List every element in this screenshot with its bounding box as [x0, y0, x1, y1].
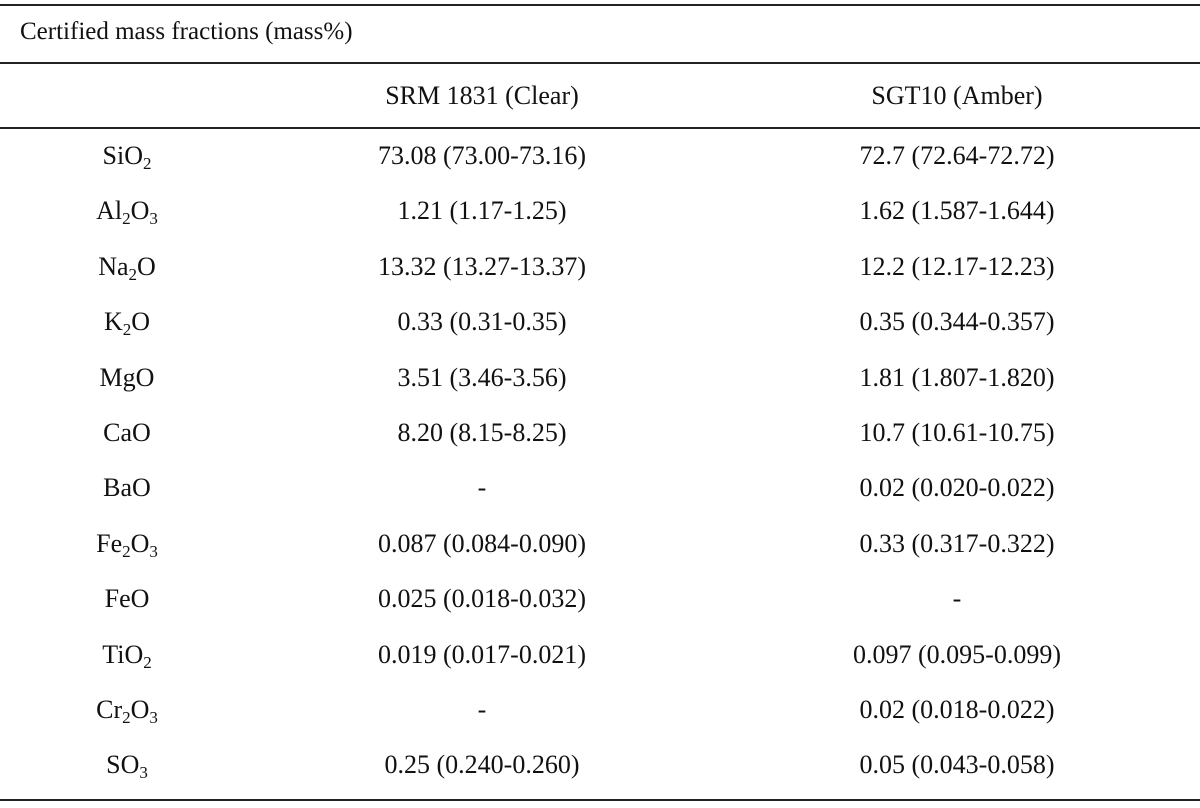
formula-element: SO: [106, 750, 140, 779]
srm1831-value-cell: 13.32 (13.27-13.37): [378, 252, 586, 281]
srm1831-value-cell: 0.33 (0.31-0.35): [397, 307, 567, 336]
formula-subscript: 3: [149, 209, 158, 228]
sgt10-value-cell: 0.35 (0.344-0.357): [859, 307, 1055, 336]
formula-subscript: 3: [149, 708, 158, 727]
compound-cell: MgO: [100, 361, 155, 395]
formula-element: BaO: [103, 473, 151, 502]
sgt10-value-cell: 0.02 (0.020-0.022): [859, 473, 1055, 502]
srm1831-value-cell: 1.21 (1.17-1.25): [397, 196, 567, 225]
srm1831-value-cell: -: [477, 473, 487, 502]
compound-cell: Al2O3: [96, 194, 158, 228]
srm1831-value-cell: -: [477, 695, 487, 724]
formula-element: Fe: [96, 529, 123, 558]
header-rule: [0, 127, 1200, 129]
sgt10-value-cell: 0.02 (0.018-0.022): [859, 695, 1055, 724]
compound-cell: SiO2: [103, 139, 152, 173]
srm1831-value-cell: 0.025 (0.018-0.032): [378, 584, 586, 613]
table-caption: Certified mass fractions (mass%): [20, 18, 353, 45]
compound-cell: BaO: [103, 471, 151, 505]
formula-element: Ti: [102, 640, 125, 669]
formula-subscript: 2: [122, 708, 131, 727]
formula-subscript: 2: [122, 209, 131, 228]
formula-element: K: [103, 307, 123, 336]
srm1831-value-cell: 0.087 (0.084-0.090): [378, 529, 586, 558]
formula-subscript: 2: [143, 653, 152, 672]
formula-element: Na: [98, 252, 129, 281]
sgt10-value-cell: 72.7 (72.64-72.72): [859, 141, 1055, 170]
srm1831-value-cell: 0.019 (0.017-0.021): [378, 640, 586, 669]
formula-subscript: 3: [139, 763, 148, 782]
formula-subscript: 2: [128, 265, 138, 284]
formula-element: FeO: [104, 584, 150, 613]
compound-cell: CaO: [103, 416, 151, 450]
column-header-sgt10: SGT10 (Amber): [871, 81, 1043, 110]
sgt10-value-cell: 0.05 (0.043-0.058): [859, 750, 1055, 779]
compound-cell: Fe2O3: [96, 527, 158, 561]
formula-element: O: [124, 141, 143, 170]
sgt10-value-cell: 0.097 (0.095-0.099): [853, 640, 1061, 669]
compound-cell: Na2O: [98, 250, 156, 284]
srm1831-value-cell: 3.51 (3.46-3.56): [397, 363, 567, 392]
sgt10-value-cell: 1.81 (1.807-1.820): [859, 363, 1055, 392]
compound-cell: SO3: [106, 748, 148, 782]
formula-subscript: 2: [142, 154, 152, 173]
formula-subscript: 3: [149, 542, 158, 561]
srm1831-value-cell: 8.20 (8.15-8.25): [397, 418, 567, 447]
caption-rule: [0, 62, 1200, 64]
formula-element: O: [130, 196, 150, 225]
srm1831-value-cell: 73.08 (73.00-73.16): [378, 141, 586, 170]
formula-subscript: 2: [122, 320, 132, 339]
sgt10-value-cell: 12.2 (12.17-12.23): [859, 252, 1055, 281]
sgt10-value-cell: 0.33 (0.317-0.322): [859, 529, 1055, 558]
formula-element: Si: [102, 141, 125, 170]
formula-element: O: [131, 307, 151, 336]
formula-element: Cr: [96, 695, 123, 724]
compound-cell: TiO2: [102, 638, 151, 672]
formula-element: O: [124, 640, 144, 669]
table-bottom-rule: [0, 799, 1200, 801]
sgt10-value-cell: -: [952, 584, 962, 613]
compound-cell: FeO: [105, 582, 150, 616]
compound-cell: Cr2O3: [96, 693, 158, 727]
sgt10-value-cell: 1.62 (1.587-1.644): [859, 196, 1055, 225]
compound-cell: K2O: [104, 305, 150, 339]
formula-element: O: [130, 695, 150, 724]
formula-element: MgO: [99, 363, 155, 392]
table-top-rule: [0, 4, 1200, 6]
formula-element: CaO: [103, 418, 151, 447]
formula-element: O: [130, 529, 150, 558]
column-header-srm1831: SRM 1831 (Clear): [385, 81, 579, 110]
formula-subscript: 2: [122, 542, 131, 561]
formula-element: O: [137, 252, 156, 281]
srm1831-value-cell: 0.25 (0.240-0.260): [384, 750, 580, 779]
sgt10-value-cell: 10.7 (10.61-10.75): [859, 418, 1055, 447]
formula-element: Al: [96, 196, 123, 225]
